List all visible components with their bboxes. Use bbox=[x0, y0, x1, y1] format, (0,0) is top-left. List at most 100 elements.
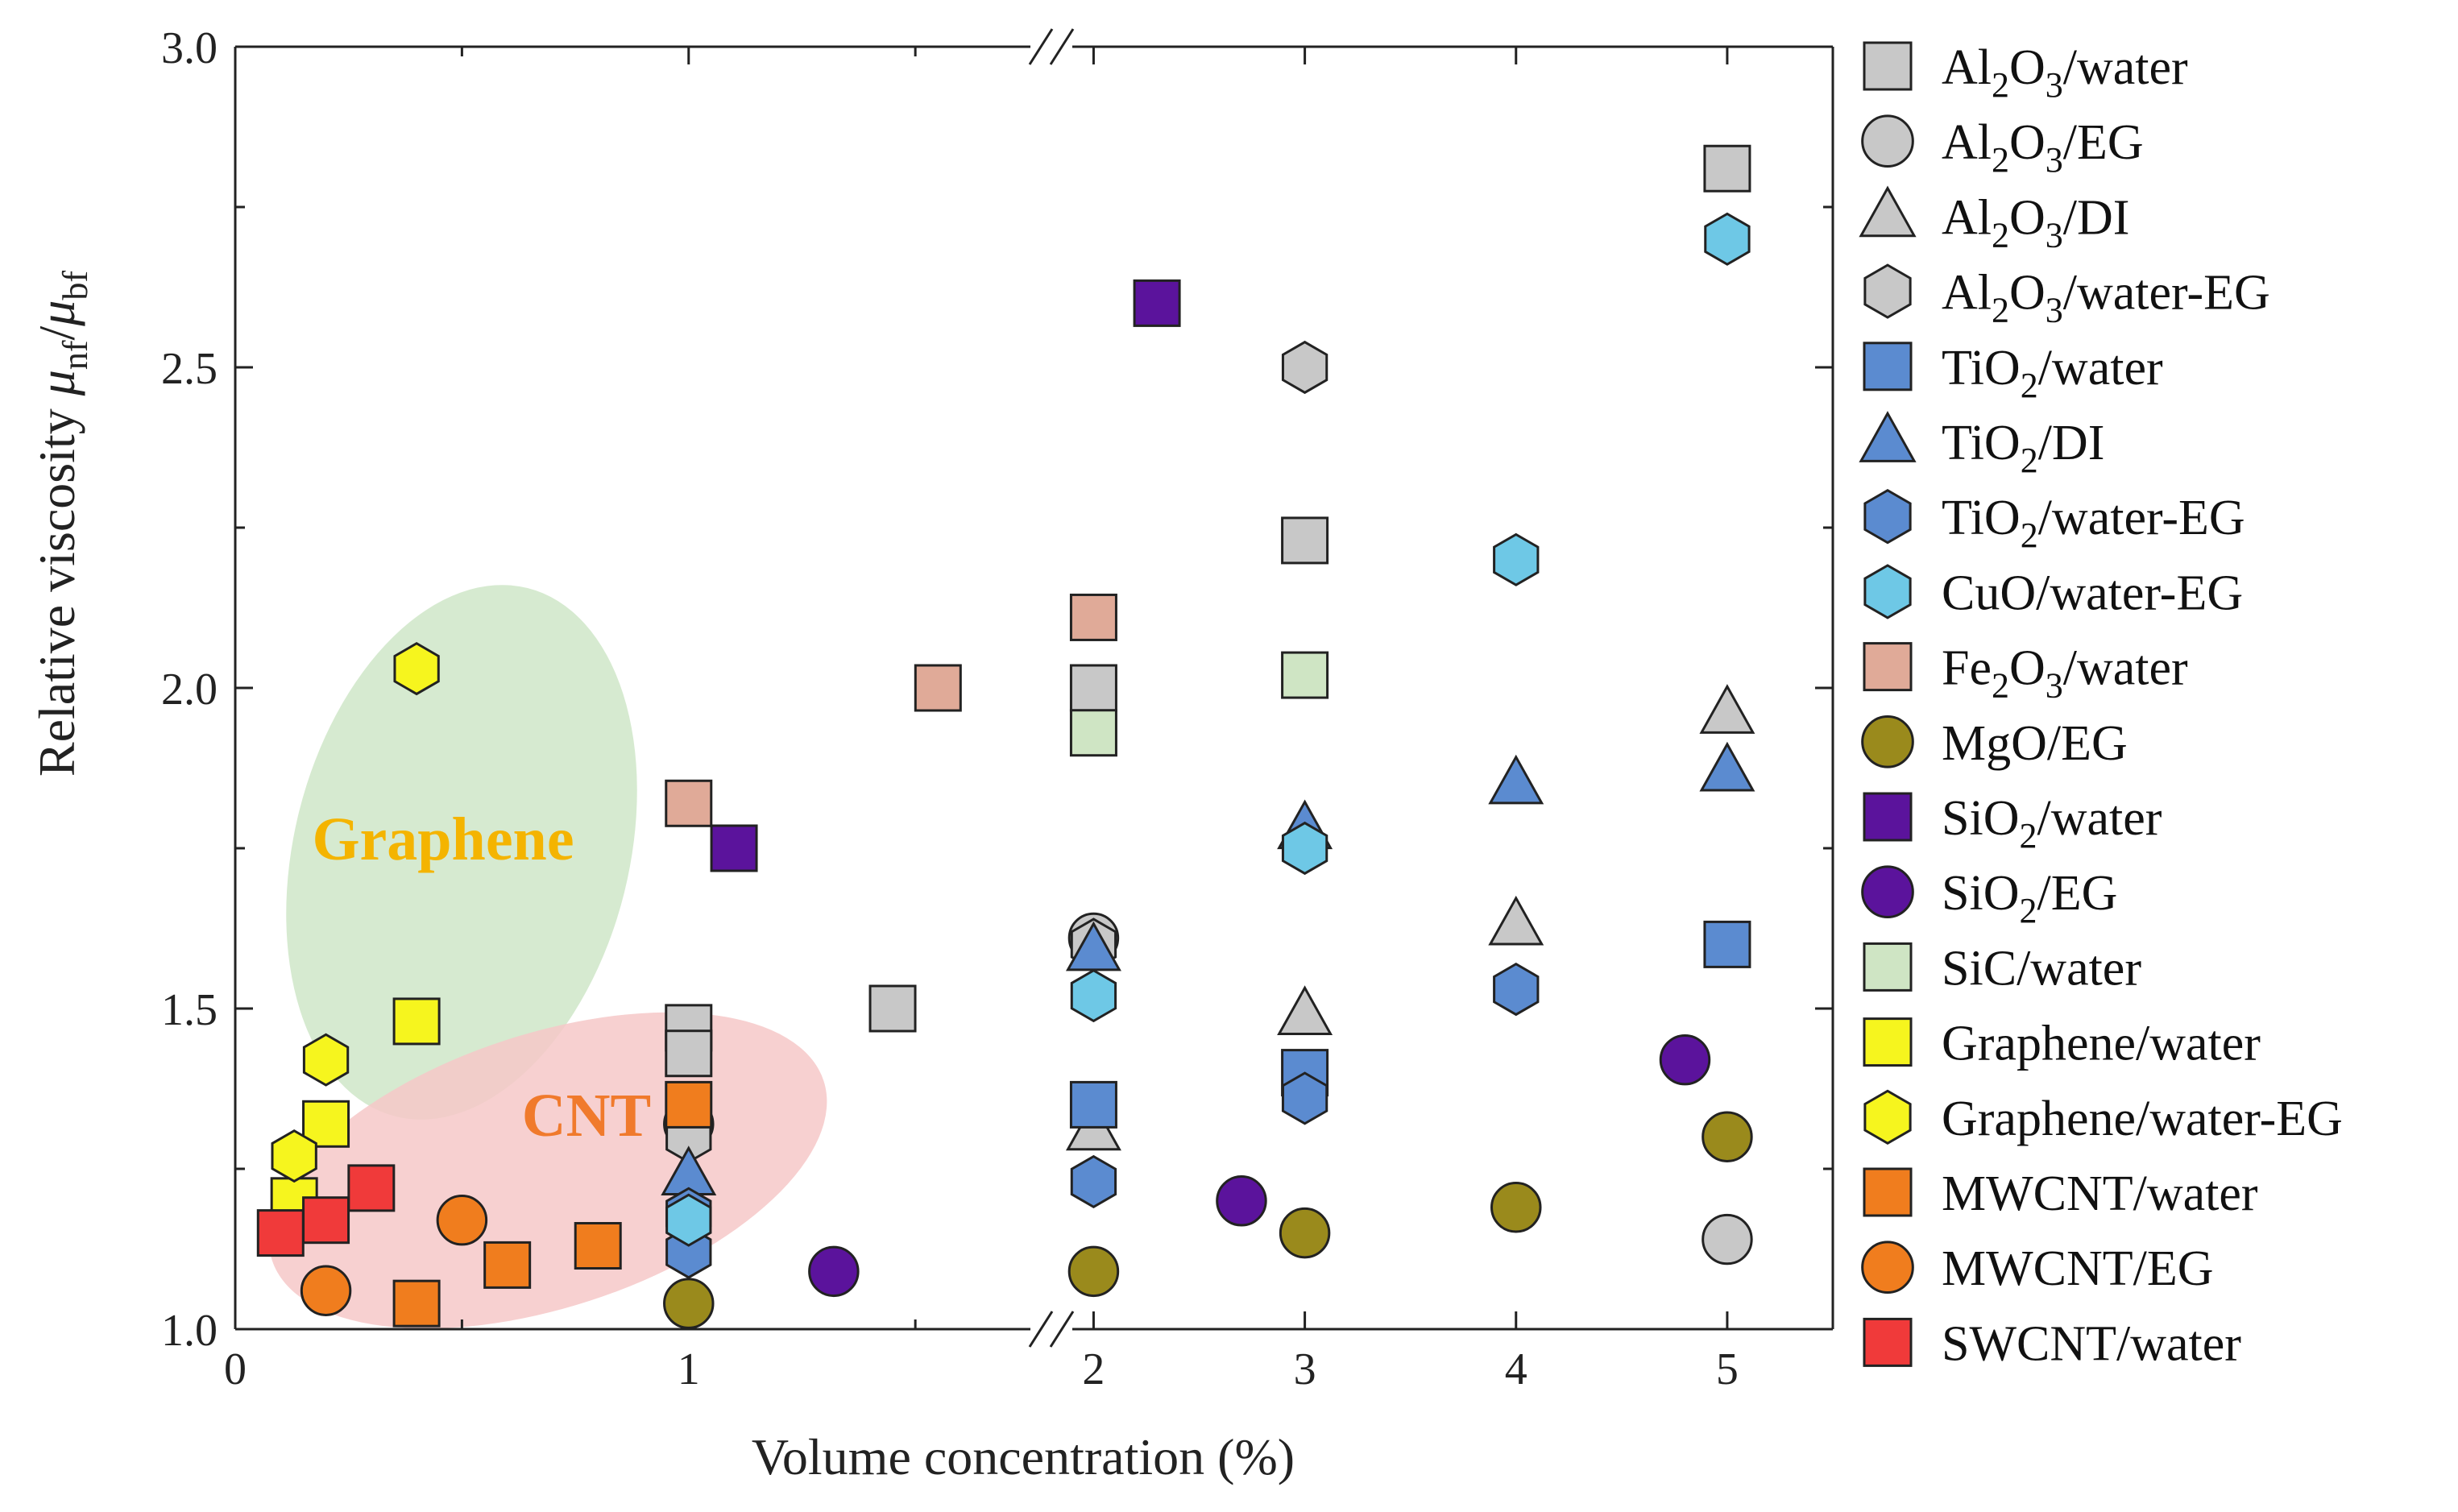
legend-item-4: TiO2/water bbox=[1863, 341, 2163, 405]
series-17 bbox=[256, 1164, 396, 1257]
legend-subscript: 3 bbox=[2046, 65, 2063, 105]
data-points bbox=[256, 144, 1755, 1329]
legend-label-8: Fe2O3/water bbox=[1942, 641, 2188, 706]
annotation-cnt: CNT bbox=[522, 1082, 651, 1150]
legend-item-6: TiO2/water-EG bbox=[1863, 488, 2245, 555]
point-s0-5 bbox=[1703, 144, 1751, 193]
y-label-main: Relative viscosity bbox=[28, 396, 85, 777]
legend-text-part: /water bbox=[2133, 1166, 2258, 1221]
point-s14-1 bbox=[302, 1033, 350, 1087]
legend-subscript: 2 bbox=[1992, 215, 2009, 255]
y-label-mu1: μ bbox=[28, 370, 85, 396]
point-s5-4 bbox=[1699, 741, 1755, 792]
point-s12-1 bbox=[1281, 651, 1329, 699]
legend-marker-2 bbox=[1859, 185, 1917, 238]
axis-break-mark bbox=[1028, 1311, 1054, 1348]
y-label-mu2: μ bbox=[28, 300, 85, 327]
point-s15-3 bbox=[665, 1080, 713, 1129]
legend-marker-5 bbox=[1859, 411, 1917, 462]
point-s14-2 bbox=[393, 642, 440, 696]
series-5 bbox=[661, 741, 1755, 1195]
legend-label-10: SiO2/water bbox=[1942, 791, 2162, 855]
axis-break-mark bbox=[1028, 28, 1054, 65]
legend-subscript: 2 bbox=[2021, 441, 2038, 480]
legend-subscript: 3 bbox=[2046, 215, 2063, 255]
series-10 bbox=[710, 279, 1181, 872]
legend-marker-4 bbox=[1863, 342, 1913, 391]
legend-marker-1 bbox=[1861, 114, 1914, 168]
legend-item-7: CuO/water-EG bbox=[1863, 564, 2243, 620]
point-s16-0 bbox=[300, 1265, 352, 1316]
legend-text-part: SiO bbox=[1942, 791, 2019, 846]
point-s9-4 bbox=[1702, 1111, 1753, 1162]
y-label-sub1: nf bbox=[56, 340, 95, 370]
legend-text-part: /water bbox=[2038, 341, 2163, 396]
point-s15-2 bbox=[574, 1222, 622, 1270]
legend-text-part: TiO bbox=[1942, 491, 2021, 545]
y-tick-label: 3.0 bbox=[161, 23, 218, 73]
point-s14-0 bbox=[271, 1129, 317, 1183]
legend-item-12: SiC/water bbox=[1863, 941, 2141, 996]
legend-text-part: /EG bbox=[2133, 1241, 2214, 1296]
point-s13-1 bbox=[302, 1100, 350, 1148]
legend-subscript: 3 bbox=[2046, 291, 2063, 330]
legend-text-part: O bbox=[2009, 190, 2046, 245]
point-s11-0 bbox=[808, 1245, 860, 1298]
legend-label-12: SiC/water bbox=[1942, 941, 2141, 996]
point-s0-2 bbox=[868, 984, 917, 1033]
series-15 bbox=[392, 1080, 713, 1328]
legend-subscript: 2 bbox=[2019, 891, 2037, 930]
legend-text-part: TiO bbox=[1942, 341, 2021, 396]
point-s1-2 bbox=[1702, 1213, 1753, 1266]
legend-marker-8 bbox=[1863, 642, 1913, 692]
legend-label-11: SiO2/EG bbox=[1942, 866, 2117, 930]
point-s9-1 bbox=[1067, 1245, 1120, 1298]
point-s8-0 bbox=[665, 779, 713, 827]
legend-item-15: MWCNT/water bbox=[1863, 1166, 2258, 1221]
legend-label-3: Al2O3/water-EG bbox=[1942, 266, 2270, 330]
x-tick-label: 1 bbox=[678, 1344, 700, 1394]
series-1 bbox=[663, 912, 1753, 1266]
point-s0-3 bbox=[1069, 664, 1117, 712]
point-s12-0 bbox=[1069, 709, 1117, 757]
point-s2-2 bbox=[1488, 895, 1544, 946]
legend: Al2O3/waterAl2O3/EGAl2O3/DIAl2O3/water-E… bbox=[1859, 40, 2343, 1371]
point-s7-0 bbox=[665, 1193, 712, 1247]
legend-text-part: O bbox=[2009, 266, 2046, 321]
legend-text-part: /DI bbox=[2063, 190, 2130, 245]
x-tick-label: 5 bbox=[1716, 1344, 1739, 1394]
annotation-labels: Graphene CNT bbox=[312, 806, 651, 1150]
legend-text-part: /EG bbox=[2063, 115, 2144, 170]
series-7 bbox=[665, 212, 1751, 1247]
point-s9-3 bbox=[1490, 1182, 1542, 1233]
legend-item-2: Al2O3/DI bbox=[1859, 185, 2130, 255]
legend-text-part: /water-EG bbox=[2036, 565, 2243, 620]
graphene-region bbox=[286, 585, 637, 1120]
legend-marker-0 bbox=[1863, 41, 1913, 91]
legend-marker-13 bbox=[1863, 1017, 1913, 1067]
y-axis-label: Relative viscosity μnf/μbf bbox=[28, 271, 95, 777]
legend-subscript: 2 bbox=[2021, 516, 2038, 555]
legend-label-15: MWCNT/water bbox=[1942, 1166, 2258, 1221]
legend-subscript: 2 bbox=[1992, 666, 2009, 706]
point-s9-0 bbox=[663, 1278, 715, 1329]
point-s15-0 bbox=[392, 1279, 441, 1328]
legend-text-part: SiC bbox=[1942, 941, 2017, 996]
point-s7-2 bbox=[1281, 821, 1328, 876]
legend-text-part: /water bbox=[2136, 1017, 2261, 1071]
legend-marker-12 bbox=[1863, 942, 1913, 992]
legend-text-part: MWCNT bbox=[1942, 1166, 2133, 1221]
axis-labels: Volume concentration (%) Relative viscos… bbox=[28, 271, 1295, 1485]
legend-text-part: /water bbox=[2063, 40, 2188, 95]
legend-marker-9 bbox=[1861, 715, 1914, 768]
y-tick-label: 1.5 bbox=[161, 985, 218, 1035]
point-s8-2 bbox=[1069, 593, 1117, 641]
legend-item-5: TiO2/DI bbox=[1859, 411, 2104, 480]
point-s10-0 bbox=[710, 824, 758, 872]
series-12 bbox=[1069, 651, 1329, 757]
point-s16-1 bbox=[436, 1194, 488, 1246]
legend-subscript: 3 bbox=[2046, 666, 2063, 706]
point-s7-4 bbox=[1704, 212, 1751, 266]
legend-item-3: Al2O3/water-EG bbox=[1863, 263, 2270, 330]
